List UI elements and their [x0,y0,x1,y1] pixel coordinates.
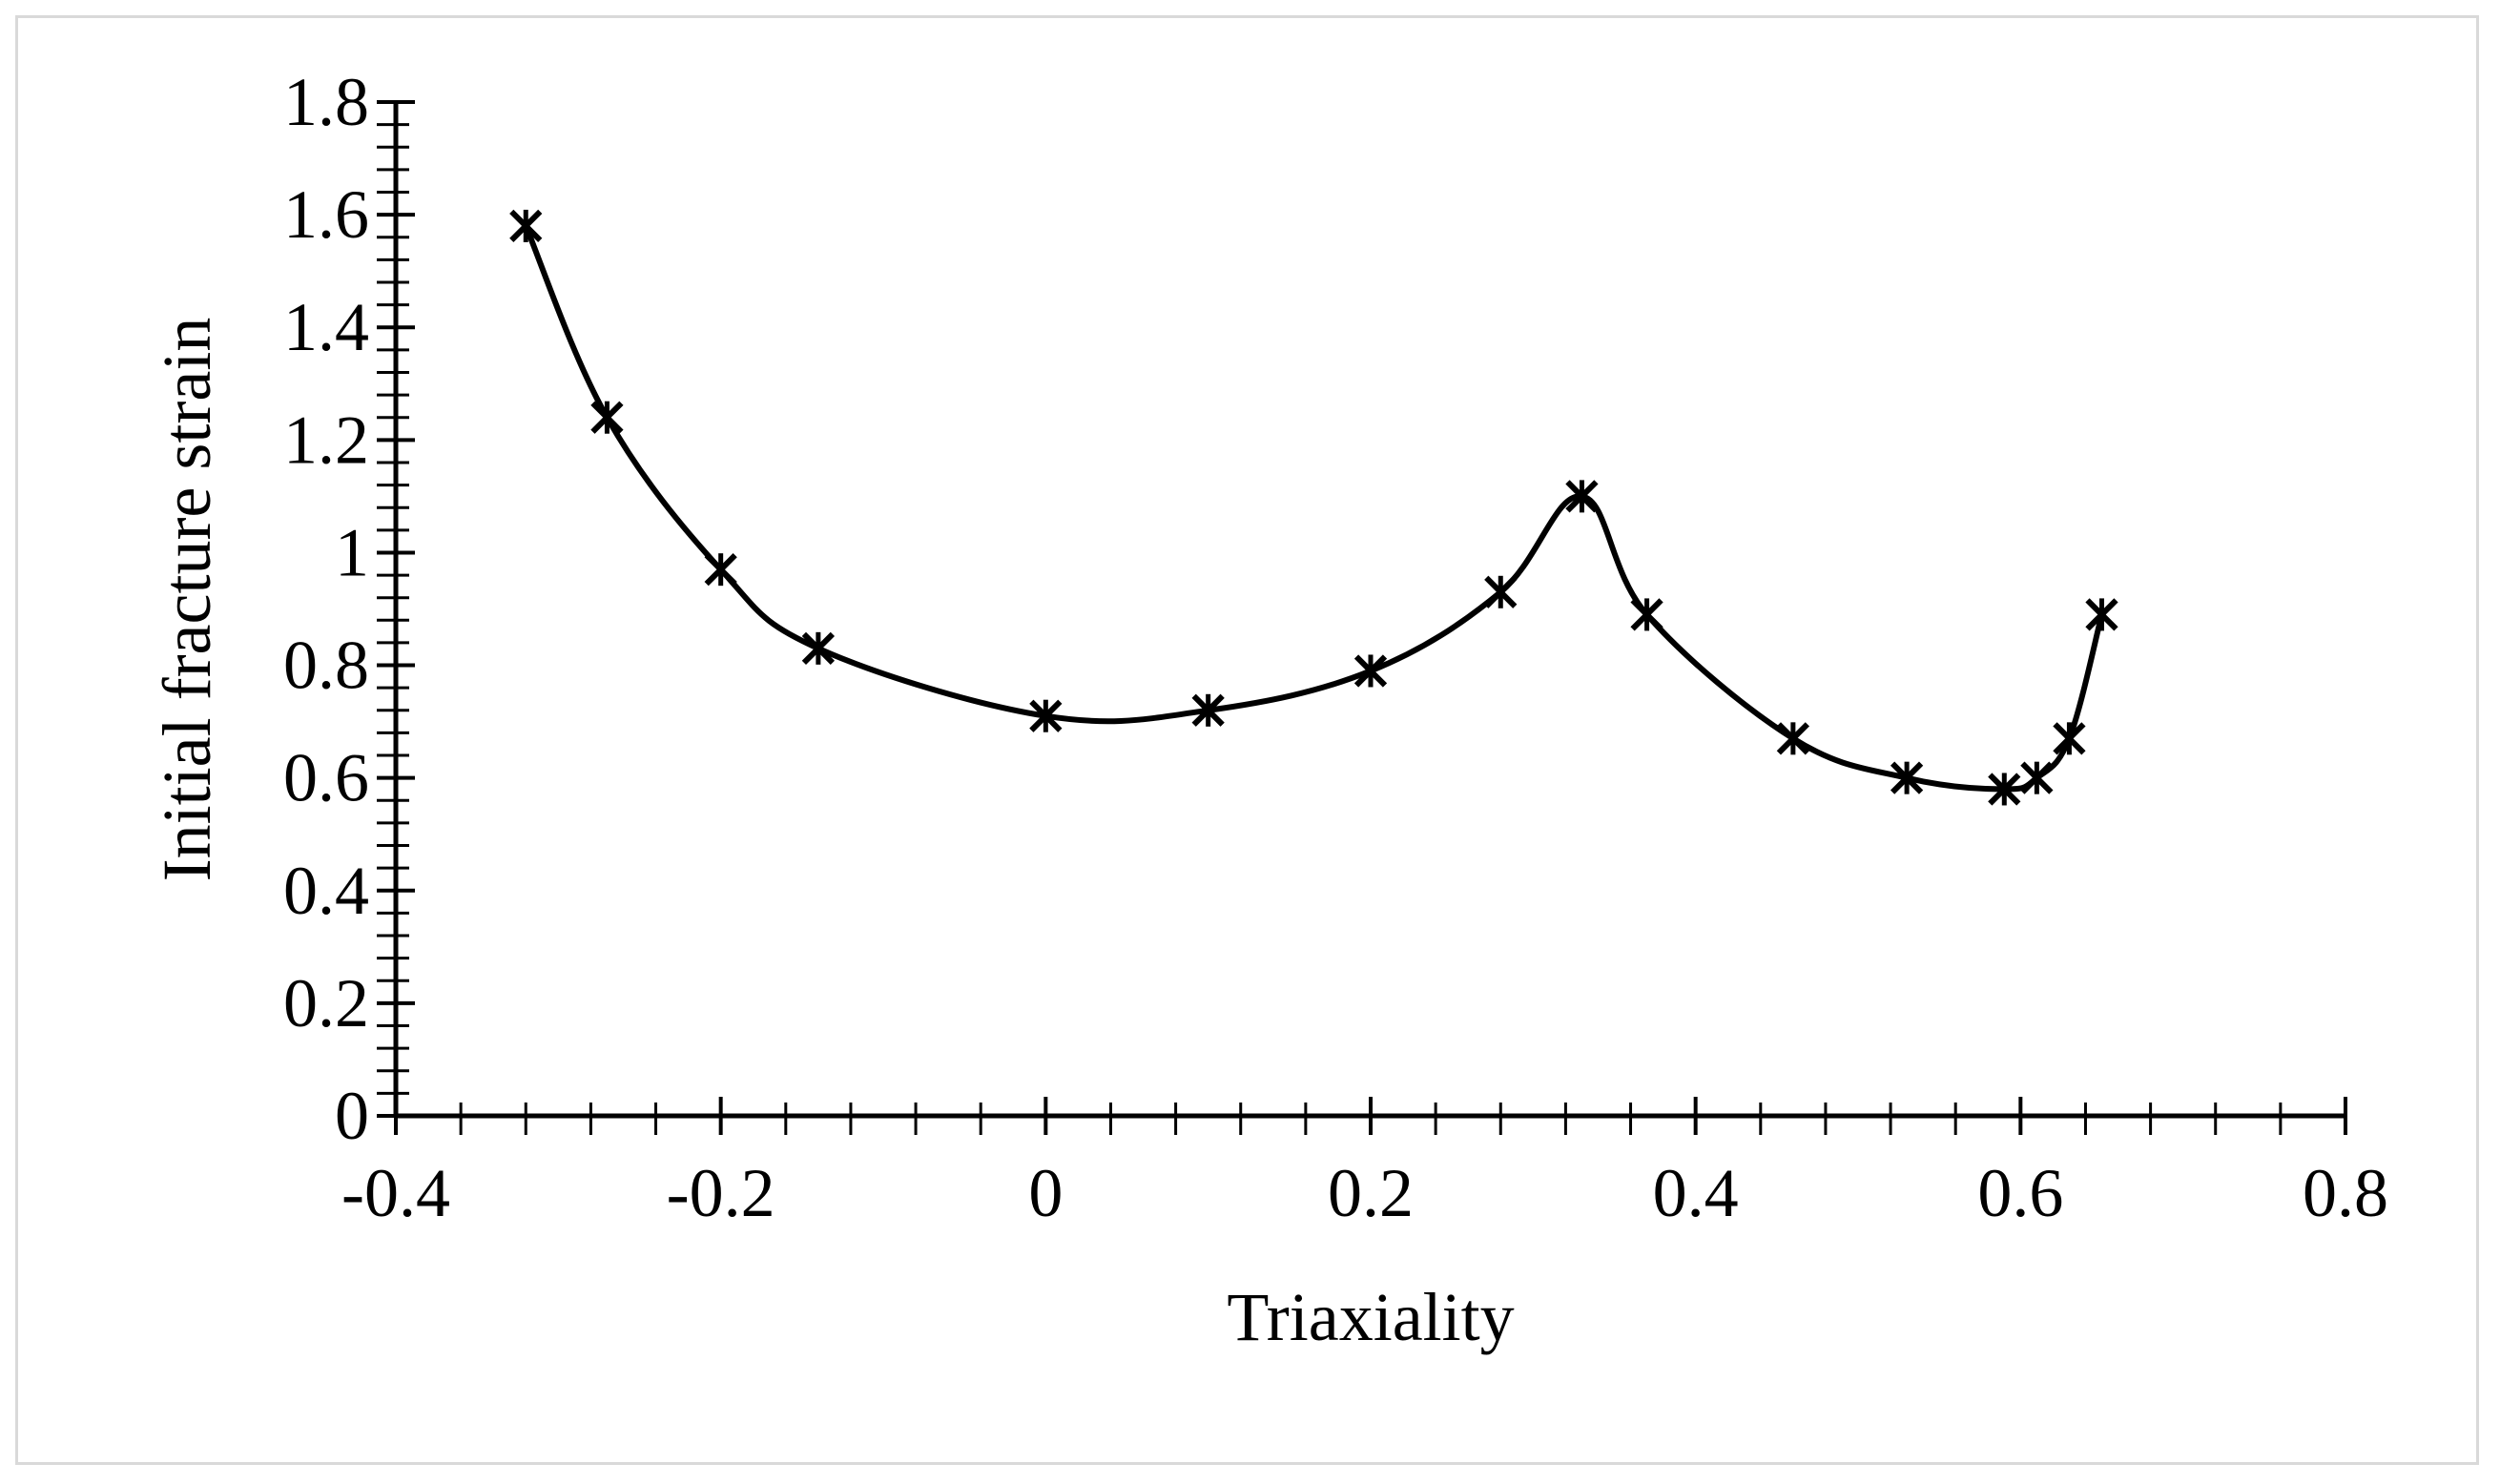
data-point-marker [1776,722,1809,755]
data-point-marker [590,401,624,434]
data-point-marker [1191,693,1225,727]
data-point-marker [1890,761,1924,794]
data-point-marker [1565,480,1599,513]
y-tick-label: 0.6 [283,740,369,816]
x-tick-label: 0.6 [1977,1155,2063,1231]
y-tick-label: 1.4 [283,289,369,365]
data-point-marker [1353,654,1388,688]
x-tick-label: 0.2 [1328,1155,1414,1231]
y-tick-label: 0.2 [283,965,369,1041]
axis-ticks [377,100,2347,1135]
data-point-marker [1484,575,1518,608]
y-tick-label: 0.8 [283,628,369,704]
series-line [523,224,2105,793]
x-tick-label: 0 [1028,1155,1063,1231]
x-axis-label: Triaxiality [1227,1279,1514,1355]
x-tick-label: 0.8 [2303,1155,2388,1231]
data-point-marker [2085,598,2118,631]
x-tick-labels: -0.4 -0.2 0 0.2 0.4 0.6 0.8 [341,1155,2388,1231]
x-tick-label: 0.4 [1653,1155,1739,1231]
data-point-marker [801,631,835,665]
x-tick-label: -0.4 [341,1155,450,1231]
data-point-marker [704,553,737,587]
data-point-marker [2053,722,2086,755]
data-point-marker [2020,761,2054,794]
y-tick-label: 0 [335,1078,369,1154]
y-tick-label: 1 [335,514,369,590]
y-tick-label: 0.4 [283,853,369,929]
y-tick-labels: 0 0.2 0.4 0.6 0.8 1 1.2 1.4 1.6 1.8 [283,64,369,1154]
data-markers [509,209,2118,806]
y-tick-label: 1.8 [283,64,369,140]
x-tick-label: -0.2 [667,1155,775,1231]
data-point-marker [1029,699,1063,732]
y-tick-label: 1.2 [283,402,369,478]
data-point-marker [509,209,543,243]
y-tick-label: 1.6 [283,176,369,253]
data-point-marker [1630,598,1663,631]
y-axis-label: Initial fracture strain [149,318,225,882]
data-point-marker [1988,773,2021,806]
